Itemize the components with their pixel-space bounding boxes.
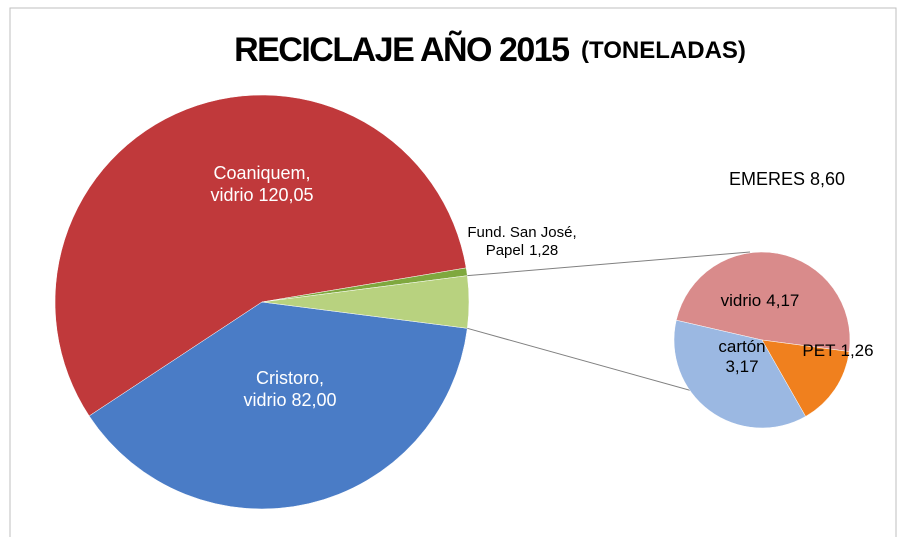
- chart-subtitle: (TONELADAS): [581, 37, 746, 64]
- data-label-line: cartón: [718, 337, 765, 356]
- data-label-part: cartón: [718, 337, 765, 356]
- data-label-part: 3,17: [725, 358, 758, 377]
- data-label-line: vidrio: [210, 185, 253, 205]
- data-label: Fund. San José, Papel 1,28: [467, 224, 576, 259]
- data-label-value: 82,00: [291, 390, 336, 410]
- data-label: vidrio 4,17: [721, 291, 800, 310]
- data-label-line: 3,17: [725, 358, 758, 377]
- data-label-line: vidrio 4,17: [721, 291, 800, 310]
- data-label-line: Cristoro,: [256, 368, 324, 388]
- pie-slice: [54, 94, 467, 417]
- data-label-value: 120,05: [258, 185, 313, 205]
- data-label-line: Papel: [486, 242, 524, 259]
- connector-line: [467, 251, 751, 277]
- data-label: Cristoro, vidrio 82,00: [243, 368, 336, 410]
- data-label-line: vidrio: [243, 390, 286, 410]
- data-label-part: PET: [802, 341, 835, 360]
- pie-slice: [88, 301, 468, 510]
- data-label-line: EMERES 8,60: [729, 169, 845, 189]
- data-label: cartón 3,17: [718, 337, 765, 376]
- data-label: Coaniquem, vidrio 120,05: [210, 163, 313, 205]
- pie-slice: [673, 319, 806, 429]
- chart-title: RECICLAJE AÑO 2015: [234, 31, 569, 69]
- pie-slice: [761, 339, 850, 417]
- data-label: EMERES 8,60: [729, 169, 845, 189]
- data-label-line: PET 1,26: [802, 341, 873, 360]
- data-label-part: vidrio: [721, 291, 762, 310]
- pie-slice: [675, 251, 851, 352]
- data-label-part: 1,26: [840, 341, 873, 360]
- data-label-part: EMERES: [729, 169, 805, 189]
- chart-title-group: RECICLAJE AÑO 2015 (TONELADAS): [234, 31, 746, 69]
- data-label-part: 8,60: [810, 169, 845, 189]
- data-label-value: 1,28: [529, 242, 558, 259]
- connector-line: [467, 327, 733, 403]
- data-label-line: Coaniquem,: [213, 163, 310, 183]
- data-label-part: 4,17: [766, 291, 799, 310]
- data-label-line: Fund. San José,: [467, 224, 576, 241]
- data-label: PET 1,26: [802, 341, 873, 360]
